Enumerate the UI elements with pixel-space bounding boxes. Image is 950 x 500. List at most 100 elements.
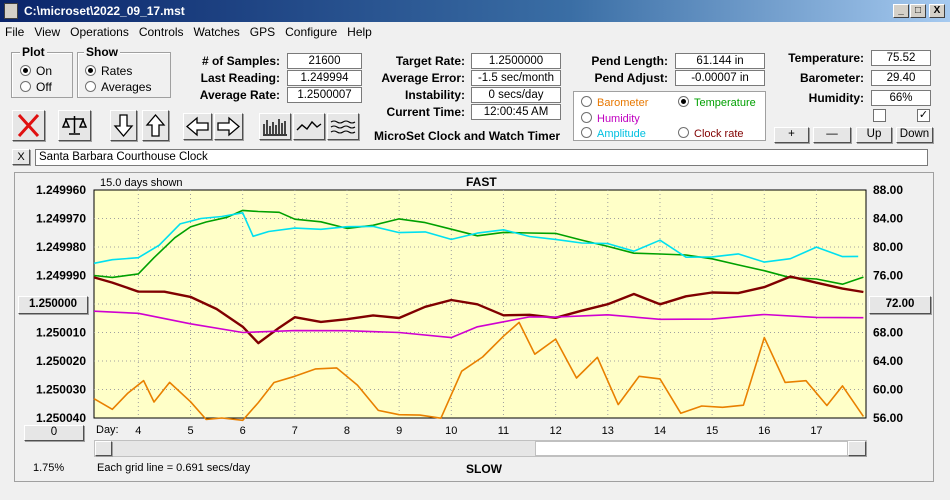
right-axis: 88.00 84.00 80.00 76.00 68.00 64.00 60.00 56.00 <box>873 183 903 425</box>
menu-bar: File View Operations Controls Watches GPS Conf… <box>0 22 950 42</box>
plot-group-title: Plot <box>20 45 47 59</box>
scale-minus-button[interactable]: — <box>813 127 851 143</box>
arrow-up-button[interactable] <box>142 110 169 141</box>
rate-center-button[interactable]: 1.250000 <box>18 296 88 314</box>
overlay-select-group: Barometer Temperature Humidity Amplitude… <box>573 91 766 141</box>
menu-controls[interactable]: Controls <box>138 25 184 39</box>
humidity-checkbox[interactable] <box>873 109 886 122</box>
temperature-field: 75.52 <box>871 50 931 66</box>
menu-configure[interactable]: Configure <box>285 25 338 39</box>
average-rate-label: Average Rate: <box>199 88 280 102</box>
scroll-left-button[interactable] <box>95 441 112 456</box>
arrow-up-icon <box>145 113 166 137</box>
right-tick-label: 80.00 <box>873 240 903 254</box>
plot-off-radio[interactable]: Off <box>20 80 52 94</box>
x-tick-label: 4 <box>135 425 141 437</box>
arrow-right-button[interactable] <box>214 113 243 140</box>
overlay-barometer-radio[interactable]: Barometer <box>581 96 648 109</box>
maximize-button[interactable]: □ <box>910 4 926 18</box>
scroll-up-button[interactable]: Up <box>856 127 892 143</box>
arrow-left-button[interactable] <box>183 113 212 140</box>
x-tick-label: 12 <box>550 425 562 437</box>
overlay-amplitude-radio[interactable]: Amplitude <box>581 127 646 140</box>
left-tick-label: 1.250030 <box>36 383 86 397</box>
pend-adjust-field: -0.00007 in <box>675 70 765 86</box>
minimize-button[interactable]: _ <box>893 4 909 18</box>
pend-adjust-label: Pend Adjust: <box>594 71 668 85</box>
show-averages-radio[interactable]: Averages <box>85 80 151 94</box>
days-shown-label: 15.0 days shown <box>100 177 183 189</box>
radio-icon <box>678 127 689 138</box>
average-rate-field: 1.2500007 <box>287 87 362 103</box>
plot-on-radio[interactable]: On <box>20 64 52 78</box>
x-tick-label: 15 <box>706 425 718 437</box>
scrollbar-track-right[interactable] <box>535 441 848 456</box>
horizontal-scrollbar[interactable] <box>94 440 867 457</box>
barometer-label: Barometer: <box>799 71 864 85</box>
clear-description-button[interactable]: X <box>12 149 30 165</box>
menu-operations[interactable]: Operations <box>70 25 129 39</box>
x-tick-label: 17 <box>810 425 822 437</box>
overlay-clockrate-radio[interactable]: Clock rate <box>678 127 744 140</box>
radio-icon <box>85 81 96 92</box>
right-tick-label: 60.00 <box>873 383 903 397</box>
description-field[interactable]: Santa Barbara Courthouse Clock <box>35 149 928 166</box>
left-axis: 1.249960 1.249970 1.249980 1.249990 1.250010… <box>36 183 86 425</box>
day-prefix-label: Day: <box>96 424 119 436</box>
menu-view[interactable]: View <box>34 25 61 39</box>
humidity-label: Humidity: <box>808 91 864 105</box>
overlay-humidity-radio[interactable]: Humidity <box>581 112 640 125</box>
radio-icon <box>581 96 592 107</box>
show-group <box>77 52 171 98</box>
menu-help[interactable]: Help <box>347 25 372 39</box>
menu-watches[interactable]: Watches <box>193 25 240 39</box>
radio-selected-icon <box>85 65 96 76</box>
balance-button[interactable] <box>58 110 91 141</box>
current-time-label: Current Time: <box>386 105 465 119</box>
menu-gps[interactable]: GPS <box>249 25 276 39</box>
arrow-down-button[interactable] <box>110 110 137 141</box>
line-view-button[interactable] <box>293 113 325 140</box>
scale-plus-button[interactable]: + <box>774 127 809 143</box>
scroll-right-button[interactable] <box>848 441 866 456</box>
temperature-label: Temperature: <box>788 51 864 65</box>
right-tick-label: 76.00 <box>873 269 903 283</box>
temp-center-button[interactable]: 72.00 <box>869 296 931 314</box>
wave-view-button[interactable] <box>327 113 359 140</box>
bars-view-button[interactable] <box>259 113 291 140</box>
last-reading-label: Last Reading: <box>200 71 280 85</box>
series-line-amplitude <box>93 212 859 265</box>
target-rate-field[interactable]: 1.2500000 <box>471 53 561 69</box>
x-tick-label: 6 <box>240 425 246 437</box>
left-tick-label: 1.250020 <box>36 354 86 368</box>
instability-field: 0 secs/day <box>471 87 561 103</box>
right-tick-label: 88.00 <box>873 183 903 197</box>
right-tick-label: 84.00 <box>873 212 903 226</box>
overlay-temperature-radio[interactable]: Temperature <box>678 96 756 109</box>
stop-button[interactable] <box>12 110 45 141</box>
right-tick-label: 68.00 <box>873 326 903 340</box>
humidity-checkbox-checked[interactable]: ✓ <box>917 109 930 122</box>
bar-graph-icon <box>263 119 287 136</box>
offset-zero-button[interactable]: 0 <box>24 425 84 441</box>
x-tick-label: 5 <box>187 425 193 437</box>
line-graph-icon <box>296 120 322 131</box>
scroll-down-button[interactable]: Down <box>896 127 933 143</box>
barometer-field: 29.40 <box>871 70 931 86</box>
close-button[interactable]: X <box>929 4 945 18</box>
x-tick-label: 8 <box>344 425 350 437</box>
show-rates-radio[interactable]: Rates <box>85 64 132 78</box>
samples-label: # of Samples: <box>201 54 280 68</box>
app-icon <box>4 3 18 19</box>
series-line-barometer <box>93 321 865 422</box>
x-tick-label: 16 <box>758 425 770 437</box>
series-line-humidity <box>93 310 864 339</box>
average-error-field: -1.5 sec/month <box>471 70 561 86</box>
x-tick-label: 14 <box>654 425 666 437</box>
left-tick-label: 1.249970 <box>36 212 86 226</box>
menu-file[interactable]: File <box>5 25 25 39</box>
x-tick-label: 10 <box>445 425 457 437</box>
pend-length-field[interactable]: 61.144 in <box>675 53 765 69</box>
radio-selected-icon <box>20 65 31 76</box>
